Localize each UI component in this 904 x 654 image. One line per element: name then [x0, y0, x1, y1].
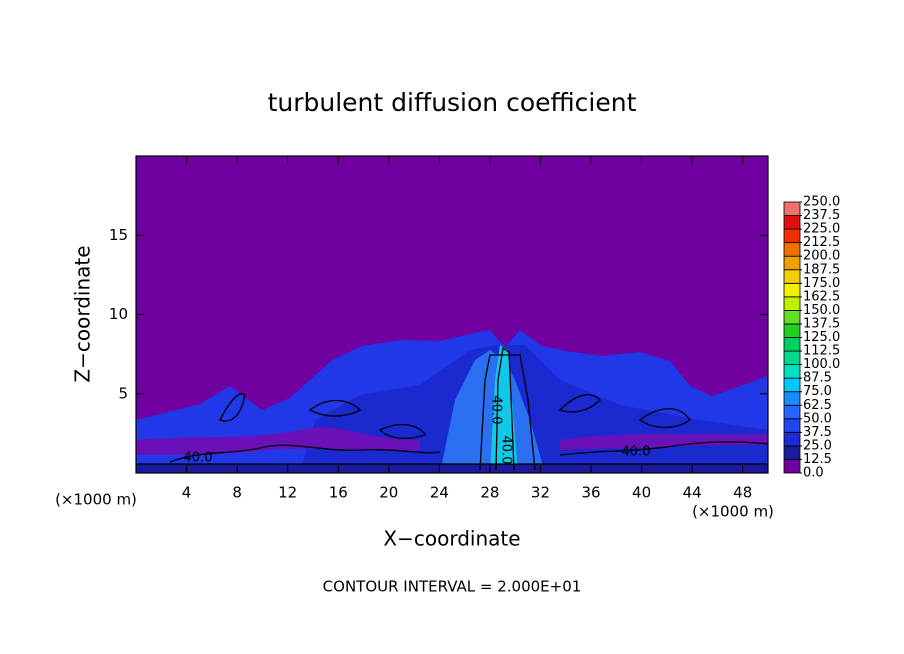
colorbar-label: 37.5 [803, 425, 832, 440]
contour-line [219, 393, 246, 422]
colorbar-box [783, 309, 801, 325]
x-unit-label: (×1000 m) [55, 491, 137, 509]
colorbar-box [783, 337, 801, 352]
colorbar-box [783, 418, 801, 433]
footnote: CONTOUR INTERVAL = 2.000E+01 [323, 578, 582, 596]
y-tick-label: 10 [109, 305, 128, 323]
contour-label: 40.0 [499, 436, 514, 465]
field-region [560, 434, 768, 450]
y-axis-title: Z−coordinate [71, 245, 95, 382]
colorbar-label: 162.5 [803, 289, 840, 304]
contour-line [495, 346, 515, 471]
x-tick-label: 8 [232, 484, 242, 502]
x-tick-label: 28 [480, 484, 499, 502]
colorbar-box [783, 431, 801, 447]
colorbar-label: 125.0 [803, 330, 840, 345]
colorbar-label: 50.0 [803, 411, 832, 426]
x-tick-label: 12 [278, 484, 297, 502]
colorbar-label: 137.5 [803, 316, 840, 331]
x-tick-label: 48 [733, 484, 752, 502]
colorbar-label: 12.5 [803, 452, 832, 467]
field-region [136, 464, 768, 473]
x-tick-label: 44 [683, 484, 702, 502]
x-tick-label: 4 [182, 484, 192, 502]
colorbar-label: 150.0 [803, 303, 840, 318]
colorbar-label: 75.0 [803, 384, 832, 399]
colorbar-box [783, 404, 801, 420]
contour-label: 40.0 [622, 445, 651, 460]
y-tick-label: 5 [118, 384, 128, 402]
y-tick-label: 15 [109, 226, 128, 244]
colorbar-box [783, 242, 801, 257]
x-tick-label: 40 [632, 484, 651, 502]
colorbar-label: 25.0 [803, 438, 832, 453]
colorbar-box [783, 350, 801, 365]
contour-line [479, 354, 536, 471]
contour-line [169, 444, 441, 463]
x-tick-label: 36 [581, 484, 600, 502]
contour-label: 40.0 [489, 396, 504, 425]
colorbar-box [783, 269, 801, 284]
contour-line [378, 423, 426, 439]
colorbar-box [783, 201, 801, 216]
colorbar-label: 225.0 [803, 222, 840, 237]
contour-line [638, 408, 691, 429]
colorbar-label: 62.5 [803, 398, 832, 413]
x-tick-label: 24 [430, 484, 449, 502]
colorbar-label: 200.0 [803, 249, 840, 264]
colorbar-box [783, 459, 801, 474]
colorbar-box [783, 445, 801, 460]
colorbar-label: 175.0 [803, 276, 840, 291]
colorbar-box [783, 391, 801, 406]
colorbar-box [783, 323, 801, 338]
field-region [136, 427, 420, 455]
colorbar-label: 237.5 [803, 208, 840, 223]
colorbar-box [783, 296, 801, 311]
colorbar-label: 112.5 [803, 344, 840, 359]
x-tick-label: 16 [329, 484, 348, 502]
colorbar-box [783, 255, 801, 271]
colorbar-label: 87.5 [803, 371, 832, 386]
chart-title: turbulent diffusion coefficient [268, 88, 637, 117]
contour-line [308, 399, 362, 417]
field-region [440, 350, 545, 473]
colorbar-box [783, 377, 801, 393]
colorbar-label: 0.0 [803, 466, 824, 481]
x-tick-label: 20 [379, 484, 398, 502]
colorbar-label: 100.0 [803, 357, 840, 372]
colorbar-box [783, 228, 801, 244]
colorbar-box [783, 364, 801, 379]
colorbar-label: 187.5 [803, 262, 840, 277]
contour-line [558, 394, 601, 413]
contour-line [559, 441, 769, 456]
colorbar-box [783, 282, 801, 298]
contour-label: 40.0 [184, 451, 213, 466]
colorbar-label: 250.0 [803, 195, 840, 210]
x-unit-label: (×1000 m) [692, 503, 774, 521]
colorbar-box [783, 215, 801, 230]
x-tick-label: 32 [531, 484, 550, 502]
colorbar-label: 212.5 [803, 235, 840, 250]
x-axis-title: X−coordinate [383, 527, 520, 551]
